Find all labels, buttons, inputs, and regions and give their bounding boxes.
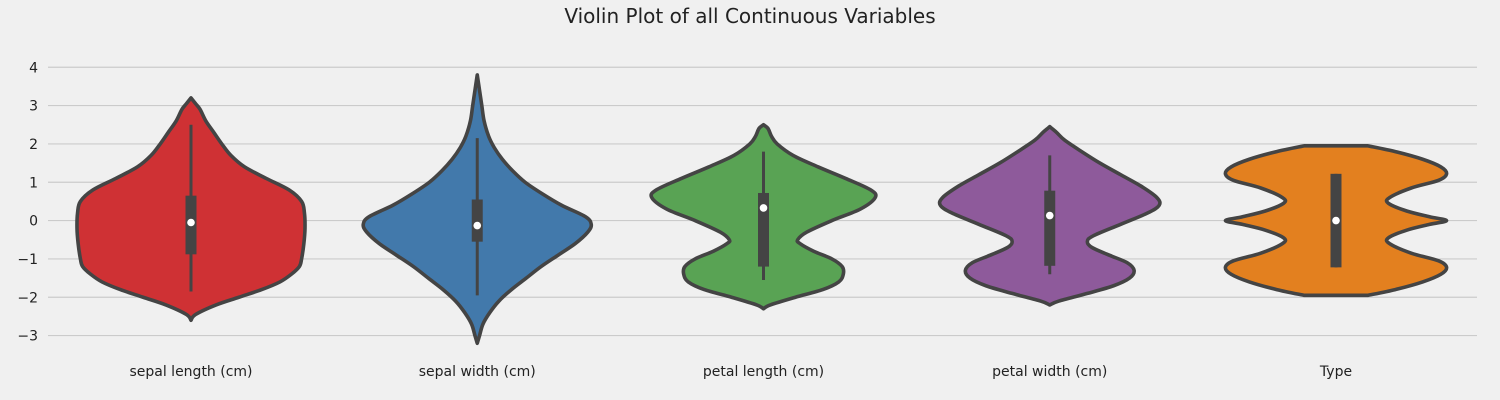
violin-5 [1223, 144, 1449, 298]
x-category-label: sepal length (cm) [129, 364, 252, 380]
violin-2 [361, 73, 594, 346]
violin-iqr-box [471, 199, 483, 242]
violin-4 [937, 124, 1162, 307]
violin-1 [75, 96, 307, 323]
y-tick-label: 0 [29, 214, 38, 230]
violin-median-dot [473, 221, 482, 230]
x-category-label: Type [1319, 364, 1352, 380]
y-axis-ticks: −3 −2 −1 0 1 2 3 4 [17, 60, 38, 344]
violin-3 [649, 122, 878, 311]
y-tick-label: 1 [29, 175, 38, 191]
chart-title: Violin Plot of all Continuous Variables [564, 4, 936, 28]
violin-iqr-box [1044, 190, 1056, 266]
x-axis-labels: sepal length (cm) sepal width (cm) petal l… [129, 364, 1352, 380]
x-category-label: sepal width (cm) [419, 364, 536, 380]
violin-median-dot [1045, 211, 1054, 220]
violin-median-dot [1332, 216, 1340, 225]
y-tick-label: 2 [29, 137, 38, 153]
y-tick-label: −2 [17, 290, 38, 306]
x-category-label: petal width (cm) [992, 364, 1107, 380]
violin-iqr-box [758, 192, 769, 267]
y-tick-label: −3 [17, 329, 38, 345]
violin-median-dot [759, 204, 768, 212]
y-tick-label: 3 [29, 99, 38, 115]
violins [75, 73, 1449, 346]
violin-median-dot [187, 218, 195, 227]
y-tick-label: 4 [29, 60, 38, 76]
x-category-label: petal length (cm) [703, 364, 824, 380]
y-tick-label: −1 [17, 252, 38, 268]
